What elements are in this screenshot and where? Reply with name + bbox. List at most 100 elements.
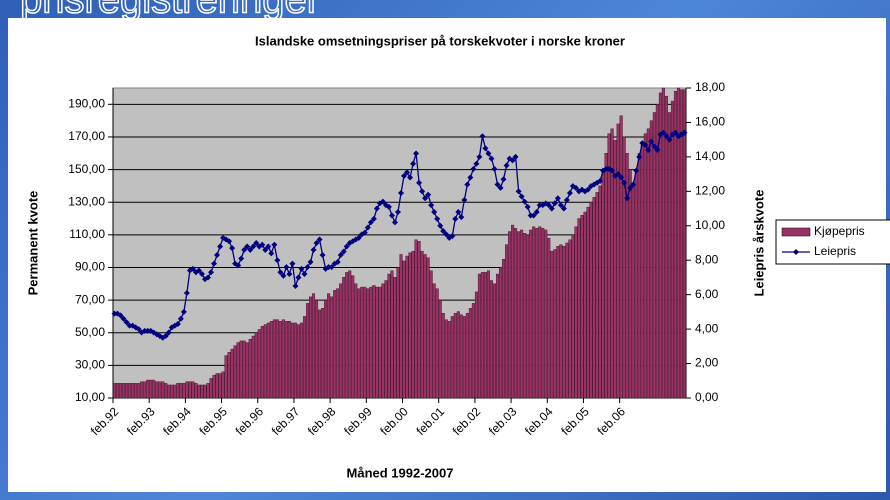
point (434, 215, 441, 222)
bar (245, 342, 249, 399)
bar (387, 273, 391, 399)
y-tick-label: 150,00 (68, 162, 105, 176)
bar (227, 352, 231, 399)
bar (342, 277, 346, 399)
point (536, 202, 543, 209)
bar (170, 384, 174, 399)
bar (122, 383, 126, 399)
point (527, 212, 534, 219)
point (391, 219, 398, 226)
y2-tick-label: 14,00 (695, 149, 725, 163)
point (334, 258, 341, 265)
point (633, 167, 640, 174)
bar (221, 371, 225, 399)
point (572, 184, 579, 191)
bar (203, 384, 207, 399)
bar (372, 285, 376, 399)
bar (366, 288, 370, 399)
point (271, 241, 278, 248)
point (364, 224, 371, 231)
bar (580, 215, 584, 399)
point (500, 176, 507, 183)
point (265, 243, 272, 250)
legend-swatch (781, 227, 811, 237)
point (515, 188, 522, 195)
y2-tick-label: 6,00 (695, 287, 719, 301)
bar (429, 270, 433, 399)
point (603, 165, 610, 172)
bar (324, 299, 328, 399)
point (615, 171, 622, 178)
point (660, 129, 667, 136)
bar (583, 211, 587, 399)
point (319, 252, 326, 259)
y2-tick-label: 12,00 (695, 184, 725, 198)
point (530, 212, 537, 219)
bar (658, 92, 662, 399)
bar (275, 319, 279, 399)
point (370, 215, 377, 222)
bar (384, 280, 388, 399)
bar (287, 321, 291, 399)
bar (447, 321, 451, 399)
bar (402, 260, 406, 399)
bar (266, 322, 270, 399)
bar (474, 291, 478, 399)
bar (215, 373, 219, 399)
bar (435, 288, 439, 399)
bar (260, 326, 264, 399)
point (497, 184, 504, 191)
bar (538, 226, 542, 399)
bar (369, 286, 373, 399)
point (183, 289, 190, 296)
y-tick-label: 10,00 (75, 390, 105, 404)
point (141, 327, 148, 334)
bar (505, 244, 509, 399)
point (394, 209, 401, 215)
legend-box (775, 219, 890, 265)
bar (565, 242, 569, 399)
bar (568, 239, 572, 399)
point (597, 178, 604, 184)
y2-tick-label: 2,00 (695, 356, 719, 370)
y-tick-label: 130,00 (68, 194, 105, 208)
bar (423, 254, 427, 399)
point (476, 153, 483, 160)
point (117, 312, 124, 319)
bar (354, 283, 358, 399)
bar (450, 316, 454, 399)
bar (676, 87, 680, 399)
bar (173, 384, 177, 399)
point (654, 147, 661, 153)
point (488, 155, 495, 162)
bar (544, 229, 548, 399)
bar (640, 144, 644, 399)
point (177, 315, 184, 322)
bar (432, 283, 436, 399)
point (325, 264, 332, 271)
bar (523, 233, 527, 399)
bar (649, 120, 653, 399)
point (681, 129, 688, 136)
bar (116, 383, 120, 399)
y-tick-label: 170,00 (68, 129, 105, 143)
point (211, 260, 218, 267)
bar (146, 379, 150, 399)
bar (471, 303, 475, 399)
bar (254, 332, 258, 399)
bar (363, 286, 367, 399)
bar (508, 231, 512, 399)
bar (281, 319, 285, 399)
point (560, 205, 567, 212)
point (111, 310, 118, 317)
point (524, 203, 531, 210)
point (449, 233, 456, 240)
point (663, 133, 670, 140)
bar (483, 272, 487, 399)
point (413, 150, 420, 157)
bar (586, 206, 590, 399)
y2-axis-title: Leiepris årskvote (751, 190, 766, 297)
bar (212, 374, 216, 399)
bar (128, 383, 132, 399)
